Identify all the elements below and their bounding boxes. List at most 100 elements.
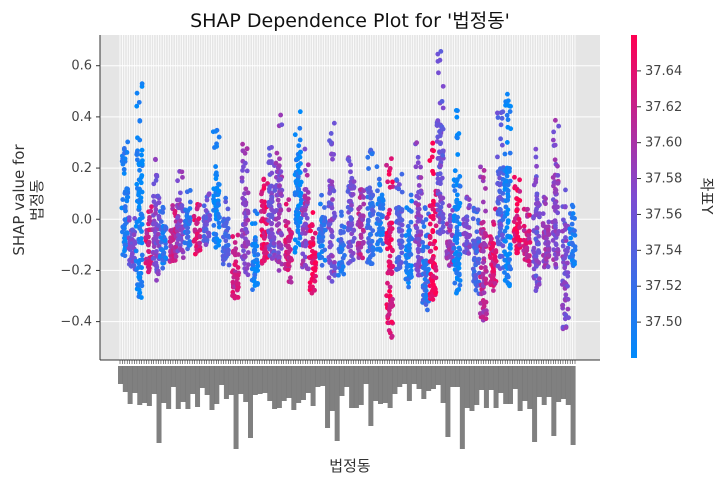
x-tick-label [132,366,138,393]
data-point [338,249,344,255]
x-tick-label [426,366,432,391]
data-point [456,271,462,277]
data-point [124,186,130,192]
x-tick-label [358,366,364,405]
data-point [328,140,334,146]
data-point [560,243,566,249]
data-point [481,290,487,296]
data-point [455,214,461,220]
data-point [408,192,414,198]
data-point [319,262,325,268]
data-point [418,175,424,180]
x-tick-label [411,366,417,384]
data-point [514,230,520,236]
data-point [197,227,203,233]
data-point [276,215,281,221]
data-point [433,245,439,251]
data-point [225,251,231,257]
data-point [342,253,347,258]
y-axis-label-line2: 법정동 [28,179,46,221]
x-tick-label [440,366,446,403]
x-tick-label [185,366,191,409]
x-tick-label [560,366,566,399]
data-point [269,196,274,202]
x-tick-label [233,366,239,449]
data-point [184,235,190,240]
data-point [286,197,292,203]
data-point [139,152,144,158]
x-tick-label [551,366,557,436]
data-point [331,152,337,157]
data-point [390,184,396,189]
data-point [452,280,458,286]
x-tick-label [378,366,383,404]
data-point [555,247,561,252]
data-point [160,209,166,215]
data-point [339,213,344,218]
data-point [534,229,540,235]
data-point [430,215,435,220]
colorbar-tick-label: 37.50 [645,315,682,330]
data-point [543,201,548,207]
data-point [321,222,327,228]
data-point [380,226,385,232]
data-point [408,252,414,257]
data-point [153,207,159,212]
data-point [153,157,158,163]
data-point [536,276,542,282]
data-point [498,221,503,227]
data-point [562,265,568,271]
data-point [389,300,395,306]
data-point [297,150,303,155]
x-tick-label [151,366,157,394]
data-point [418,189,423,194]
data-point [379,192,385,198]
data-point [297,182,303,188]
data-point [268,221,274,227]
data-point [276,183,282,189]
data-point [120,197,126,202]
data-point [204,222,209,227]
data-point [533,288,539,294]
data-point [440,126,446,132]
data-point [358,251,363,257]
data-point [278,169,284,175]
data-point [430,297,436,302]
data-point [328,131,334,136]
colorbar-tick-label: 37.58 [645,172,682,187]
data-point [415,160,421,166]
data-point [273,160,279,166]
data-point [437,129,442,134]
y-tick-label: 0.4 [71,110,92,125]
data-point [302,254,308,260]
data-point [521,223,527,229]
data-point [184,229,190,235]
data-point [449,254,455,260]
data-point [134,103,140,109]
data-point [508,103,513,109]
data-point [137,137,143,143]
data-point [550,238,556,243]
data-point [136,204,142,210]
data-point [517,237,523,243]
data-point [369,238,375,244]
data-point [225,225,231,231]
data-point [480,260,486,265]
data-point [360,240,366,246]
data-point [366,236,371,241]
data-point [454,240,460,246]
x-tick-label [353,366,359,408]
x-tick-label [363,366,369,384]
data-point [369,261,375,267]
data-point [545,264,551,270]
data-point [387,207,393,213]
data-point [295,227,301,233]
data-point [478,265,484,271]
data-point [336,272,341,278]
x-tick-label [296,366,302,403]
x-tick-label [209,366,215,410]
data-point [180,255,186,261]
data-point [377,218,382,224]
data-point [122,204,128,209]
data-point [365,154,371,160]
